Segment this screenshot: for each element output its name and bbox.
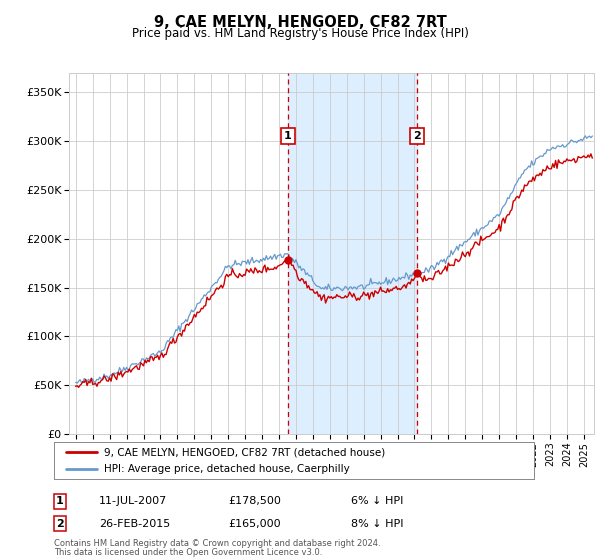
Bar: [288, 73, 417, 434]
Text: Price paid vs. HM Land Registry's House Price Index (HPI): Price paid vs. HM Land Registry's House …: [131, 27, 469, 40]
Text: 1: 1: [284, 131, 292, 141]
Text: 9, CAE MELYN, HENGOED, CF82 7RT (detached house): 9, CAE MELYN, HENGOED, CF82 7RT (detache…: [104, 447, 386, 457]
Text: 11-JUL-2007: 11-JUL-2007: [99, 496, 167, 506]
Text: 1: 1: [56, 496, 64, 506]
Text: 2: 2: [413, 131, 421, 141]
Text: HPI: Average price, detached house, Caerphilly: HPI: Average price, detached house, Caer…: [104, 464, 350, 474]
Text: £178,500: £178,500: [228, 496, 281, 506]
Text: £165,000: £165,000: [228, 519, 281, 529]
Text: 9, CAE MELYN, HENGOED, CF82 7RT: 9, CAE MELYN, HENGOED, CF82 7RT: [154, 15, 446, 30]
Text: 2: 2: [56, 519, 64, 529]
Text: Contains HM Land Registry data © Crown copyright and database right 2024.: Contains HM Land Registry data © Crown c…: [54, 539, 380, 548]
Text: 6% ↓ HPI: 6% ↓ HPI: [351, 496, 403, 506]
Text: This data is licensed under the Open Government Licence v3.0.: This data is licensed under the Open Gov…: [54, 548, 322, 557]
Text: 8% ↓ HPI: 8% ↓ HPI: [351, 519, 404, 529]
Text: 26-FEB-2015: 26-FEB-2015: [99, 519, 170, 529]
